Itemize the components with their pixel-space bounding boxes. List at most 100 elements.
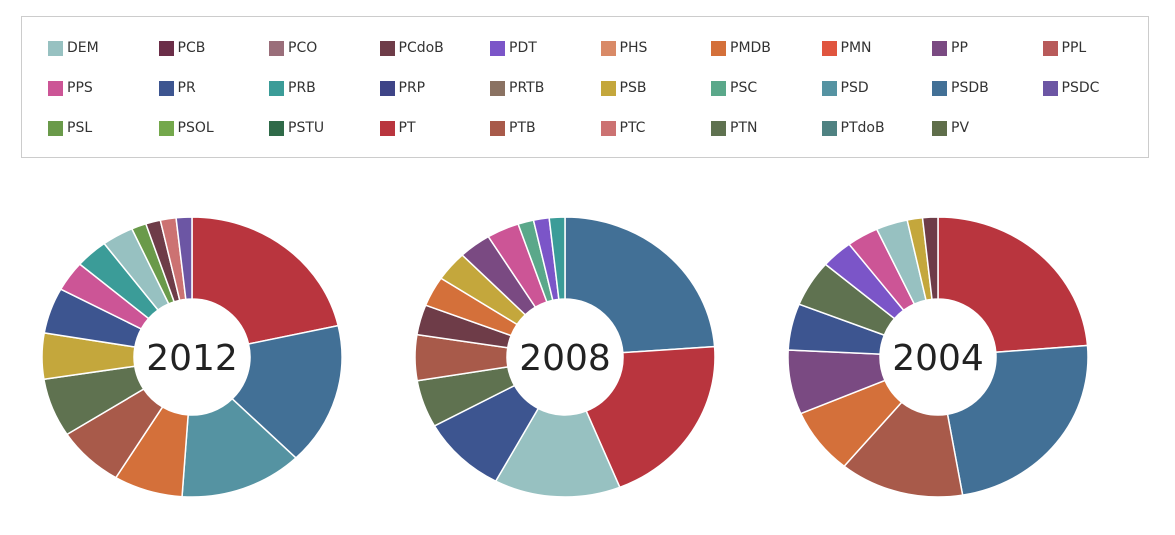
legend-item-ptc[interactable]: PTC xyxy=(600,119,646,137)
legend-item-prb[interactable]: PRB xyxy=(269,79,316,97)
legend-label: PTdoB xyxy=(840,120,885,136)
legend-item-pcdob[interactable]: PCdoB xyxy=(379,39,444,57)
legend-swatch xyxy=(711,120,726,136)
slice-2004-psdb[interactable] xyxy=(946,344,1089,496)
donut-chart-2008: 2008 xyxy=(414,216,716,498)
legend-label: PTB xyxy=(509,120,536,136)
legend-label: PSB xyxy=(619,80,647,96)
legend-item-pco[interactable]: PCO xyxy=(269,39,317,57)
legend-swatch xyxy=(1042,80,1058,96)
legend-swatch xyxy=(48,80,63,96)
legend-swatch xyxy=(821,120,837,136)
legend-swatch xyxy=(932,120,947,136)
legend-swatch xyxy=(269,120,284,136)
donut-hole xyxy=(507,299,623,415)
donut-hole xyxy=(134,299,250,415)
legend-label: DEM xyxy=(67,40,99,56)
legend-label: PRB xyxy=(288,80,316,96)
legend-item-psc[interactable]: PSC xyxy=(711,79,757,97)
legend-swatch xyxy=(490,120,505,136)
legend-item-psl[interactable]: PSL xyxy=(48,119,92,137)
legend-swatch xyxy=(158,80,174,96)
slice-2004-pt[interactable] xyxy=(937,216,1089,354)
legend-label: PDT xyxy=(509,40,537,56)
legend-label: PCB xyxy=(177,40,206,56)
legend-item-ptn[interactable]: PTN xyxy=(711,119,757,137)
legend-label: PV xyxy=(951,120,970,136)
legend-label: PRTB xyxy=(509,80,545,96)
legend-swatch xyxy=(600,80,616,96)
legend-item-pt[interactable]: PT xyxy=(379,119,416,137)
legend-item-pp[interactable]: PP xyxy=(932,39,968,57)
legend-label: PSDC xyxy=(1061,80,1100,96)
legend-swatch xyxy=(711,80,726,96)
legend-swatch xyxy=(158,120,174,136)
year-label: 2004 xyxy=(892,338,984,379)
legend-label: PCdoB xyxy=(398,40,444,56)
legend-label: PSC xyxy=(730,80,758,96)
legend-item-prp[interactable]: PRP xyxy=(379,79,426,97)
legend: DEM PCB PCO PCdoB PDT PHS PMDB PMN PP PPL PPS PR PRB… xyxy=(21,16,1149,158)
legend-label: PCO xyxy=(288,40,318,56)
legend-swatch xyxy=(48,40,63,56)
legend-item-ptb[interactable]: PTB xyxy=(490,119,536,137)
legend-item-pmn[interactable]: PMN xyxy=(821,39,872,57)
legend-item-psb[interactable]: PSB xyxy=(600,79,647,97)
legend-label: PT xyxy=(398,120,416,136)
legend-label: PSD xyxy=(840,80,869,96)
legend-item-ptdob[interactable]: PTdoB xyxy=(821,119,885,137)
legend-swatch xyxy=(821,80,837,96)
donut-hole xyxy=(880,299,996,415)
legend-item-pstu[interactable]: PSTU xyxy=(269,119,324,137)
legend-swatch xyxy=(269,40,284,56)
legend-item-ppl[interactable]: PPL xyxy=(1042,39,1087,57)
legend-swatch xyxy=(932,40,947,56)
legend-item-pmdb[interactable]: PMDB xyxy=(711,39,771,57)
legend-item-pdt[interactable]: PDT xyxy=(490,39,537,57)
legend-label: PRP xyxy=(398,80,426,96)
legend-swatch xyxy=(600,40,616,56)
legend-item-pv[interactable]: PV xyxy=(932,119,969,137)
legend-swatch xyxy=(490,40,505,56)
legend-label: PHS xyxy=(619,40,648,56)
legend-label: PTC xyxy=(619,120,646,136)
legend-label: PR xyxy=(177,80,196,96)
legend-label: PSTU xyxy=(288,120,325,136)
legend-swatch xyxy=(1042,40,1058,56)
donut-chart-2004: 2004 xyxy=(787,216,1089,498)
legend-swatch xyxy=(600,120,616,136)
legend-swatch xyxy=(379,40,395,56)
legend-swatch xyxy=(379,80,395,96)
legend-swatch xyxy=(711,40,726,56)
year-label: 2008 xyxy=(519,338,611,379)
legend-label: PP xyxy=(951,40,968,56)
legend-item-prtb[interactable]: PRTB xyxy=(490,79,544,97)
legend-label: PMN xyxy=(840,40,872,56)
donut-chart-2012: 2012 xyxy=(41,216,343,498)
legend-item-phs[interactable]: PHS xyxy=(600,39,648,57)
legend-label: PPS xyxy=(67,80,93,96)
legend-item-psdc[interactable]: PSDC xyxy=(1042,79,1100,97)
legend-label: PSL xyxy=(67,120,93,136)
legend-label: PMDB xyxy=(730,40,771,56)
legend-item-psol[interactable]: PSOL xyxy=(158,119,214,137)
legend-label: PSDB xyxy=(951,80,989,96)
year-label: 2012 xyxy=(146,338,238,379)
legend-item-pcb[interactable]: PCB xyxy=(158,39,206,57)
legend-item-psdb[interactable]: PSDB xyxy=(932,79,989,97)
legend-swatch xyxy=(269,80,284,96)
legend-item-pps[interactable]: PPS xyxy=(48,79,93,97)
legend-label: PPL xyxy=(1061,40,1087,56)
legend-swatch xyxy=(379,120,395,136)
legend-swatch xyxy=(490,80,505,96)
legend-label: PSOL xyxy=(177,120,214,136)
legend-swatch xyxy=(158,40,174,56)
legend-swatch xyxy=(48,120,63,136)
legend-label: PTN xyxy=(730,120,758,136)
legend-item-psd[interactable]: PSD xyxy=(821,79,869,97)
legend-item-pr[interactable]: PR xyxy=(158,79,196,97)
legend-swatch xyxy=(821,40,837,56)
legend-item-dem[interactable]: DEM xyxy=(48,39,99,57)
legend-swatch xyxy=(932,80,947,96)
